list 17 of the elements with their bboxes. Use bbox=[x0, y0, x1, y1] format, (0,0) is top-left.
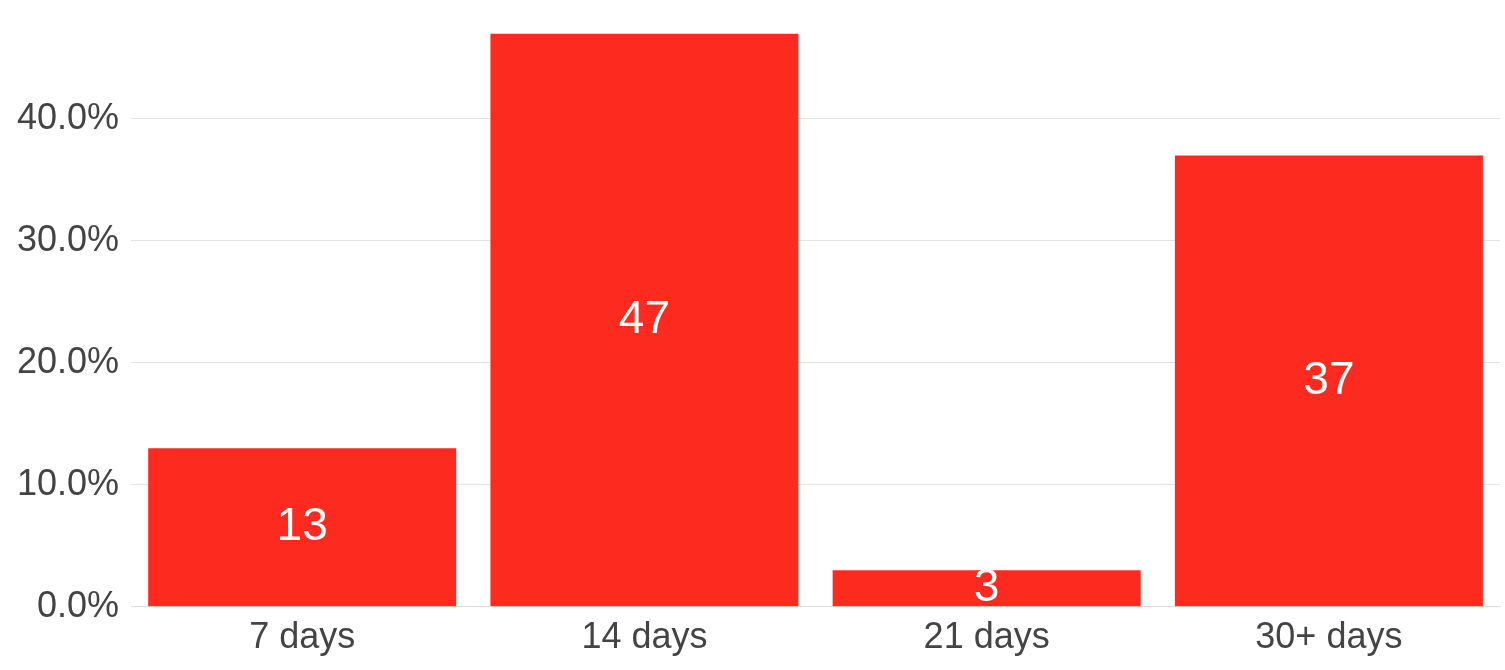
x-tick-label: 30+ days bbox=[1255, 615, 1403, 657]
y-tick-label: 10.0% bbox=[17, 461, 120, 503]
data-label: 37 bbox=[1303, 351, 1355, 404]
x-tick-label: 21 days bbox=[923, 615, 1050, 657]
data-label: 3 bbox=[973, 558, 1000, 611]
y-tick-label: 20.0% bbox=[17, 339, 120, 381]
y-tick-label: 30.0% bbox=[17, 217, 120, 259]
y-tick-label: 0.0% bbox=[37, 583, 120, 625]
x-tick-label: 14 days bbox=[581, 615, 708, 657]
bar bbox=[1174, 155, 1483, 607]
bar bbox=[148, 448, 457, 607]
bar bbox=[832, 570, 1141, 607]
data-label: 13 bbox=[276, 497, 328, 550]
y-tick-label: 40.0% bbox=[17, 95, 120, 137]
bar bbox=[490, 33, 799, 607]
x-tick-label: 7 days bbox=[249, 615, 356, 657]
data-label: 47 bbox=[618, 290, 671, 343]
